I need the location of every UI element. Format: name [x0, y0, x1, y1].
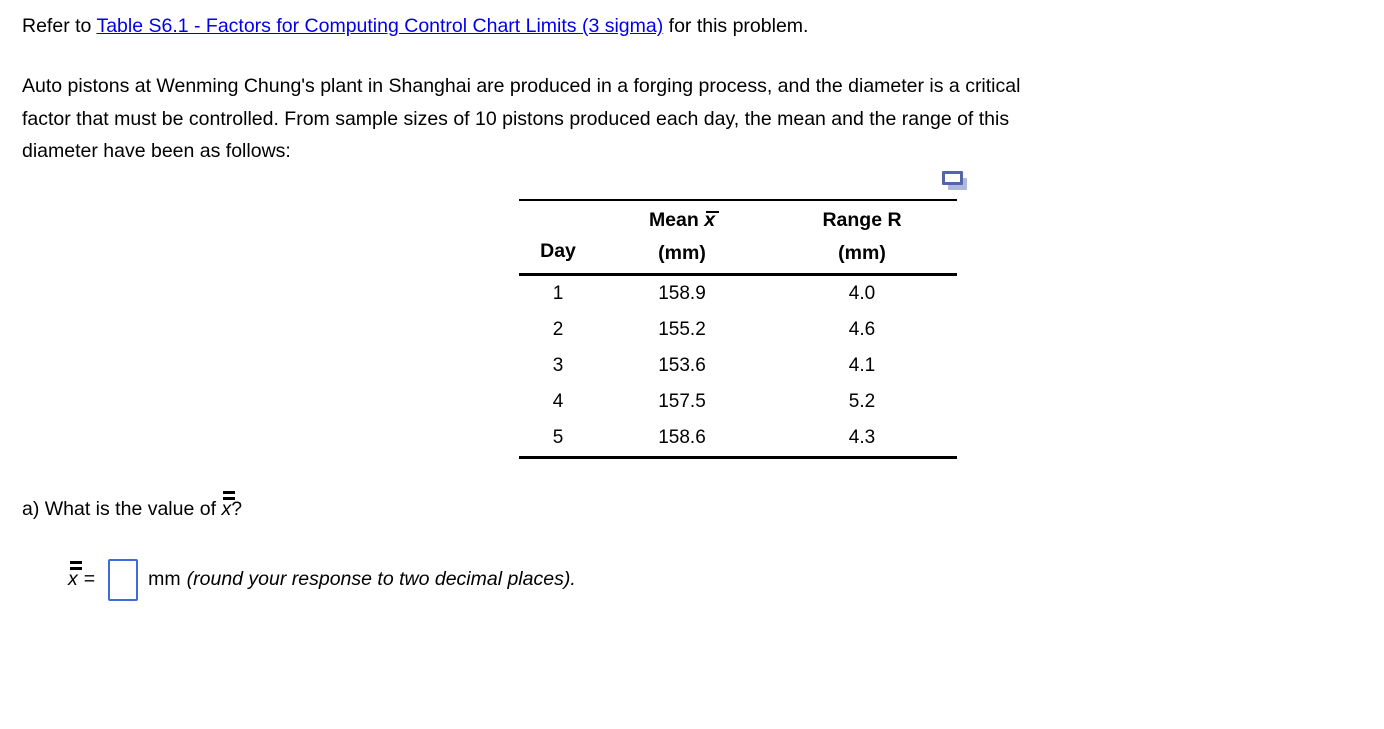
x-double-bar-symbol: x	[68, 560, 82, 590]
answer-input[interactable]	[108, 558, 139, 601]
cell-day: 5	[552, 426, 564, 448]
cell-range: 4.0	[848, 282, 876, 304]
problem-line: diameter have been as follows:	[22, 140, 291, 162]
cell-mean: 155.2	[658, 318, 706, 340]
cell-range: 5.2	[848, 390, 876, 412]
cell-range: 4.6	[848, 318, 876, 340]
column-header-range: Range R (mm)	[767, 204, 957, 270]
cell-range: 4.1	[848, 354, 876, 376]
question-a-prefix: a) What is the value of	[22, 497, 222, 520]
x-double-bar-symbol: x	[221, 490, 236, 520]
column-header-range-unit: (mm)	[838, 241, 886, 264]
unit-label: mm	[148, 568, 181, 590]
cell-day: 3	[552, 354, 564, 376]
column-header-mean-label: Mean x	[597, 204, 767, 237]
rounding-instruction: (round your response to two decimal plac…	[186, 568, 576, 590]
column-header-range-label: Range R	[822, 208, 902, 231]
cell-mean: 158.6	[658, 426, 706, 448]
popup-table-icon[interactable]	[942, 170, 971, 194]
problem-line: factor that must be controlled. From sam…	[22, 107, 1010, 130]
refer-line: Refer to Table S6.1 - Factors for Comput…	[22, 13, 1384, 40]
cell-day: 1	[552, 282, 564, 304]
column-header-mean-unit: (mm)	[658, 241, 706, 264]
problem-statement: Auto pistons at Wenming Chung's plant in…	[22, 70, 1384, 168]
table-body: 1 158.9 4.0 2 155.2 4.6 3 153.6 4.1 4 15…	[519, 276, 957, 459]
table-s61-link[interactable]: Table S6.1 - Factors for Computing Contr…	[96, 15, 664, 37]
table-row: 5 158.6 4.3	[519, 420, 957, 456]
refer-prefix: Refer to	[22, 15, 97, 37]
table-row: 4 157.5 5.2	[519, 384, 957, 420]
refer-suffix: for this problem.	[663, 15, 809, 37]
question-a-suffix: ?	[231, 497, 243, 520]
question-a-line: a) What is the value of x?	[22, 490, 1384, 524]
popup-icon-front-pane	[942, 170, 963, 185]
answer-row: x = mm (round your response to two decim…	[68, 557, 1384, 603]
problem-line: Auto pistons at Wenming Chung's plant in…	[22, 75, 1021, 97]
equals-sign: =	[83, 568, 96, 590]
cell-day: 2	[552, 318, 564, 340]
cell-range: 4.3	[848, 426, 876, 448]
table-row: 3 153.6 4.1	[519, 348, 957, 384]
table-row: 1 158.9 4.0	[519, 276, 957, 312]
column-header-mean: Mean x (mm)	[597, 204, 767, 270]
column-header-day: Day	[540, 239, 576, 262]
table-row: 2 155.2 4.6	[519, 312, 957, 348]
x-bar-symbol: x	[704, 210, 720, 231]
cell-mean: 158.9	[658, 282, 706, 304]
cell-mean: 157.5	[658, 390, 706, 412]
data-table-container: Day Mean x (mm) Range R (mm) 1 158.9 4.0…	[519, 170, 967, 459]
cell-day: 4	[552, 390, 564, 412]
cell-mean: 153.6	[658, 354, 706, 376]
data-table: Day Mean x (mm) Range R (mm) 1 158.9 4.0…	[519, 198, 957, 459]
table-header-row: Day Mean x (mm) Range R (mm)	[519, 201, 957, 276]
